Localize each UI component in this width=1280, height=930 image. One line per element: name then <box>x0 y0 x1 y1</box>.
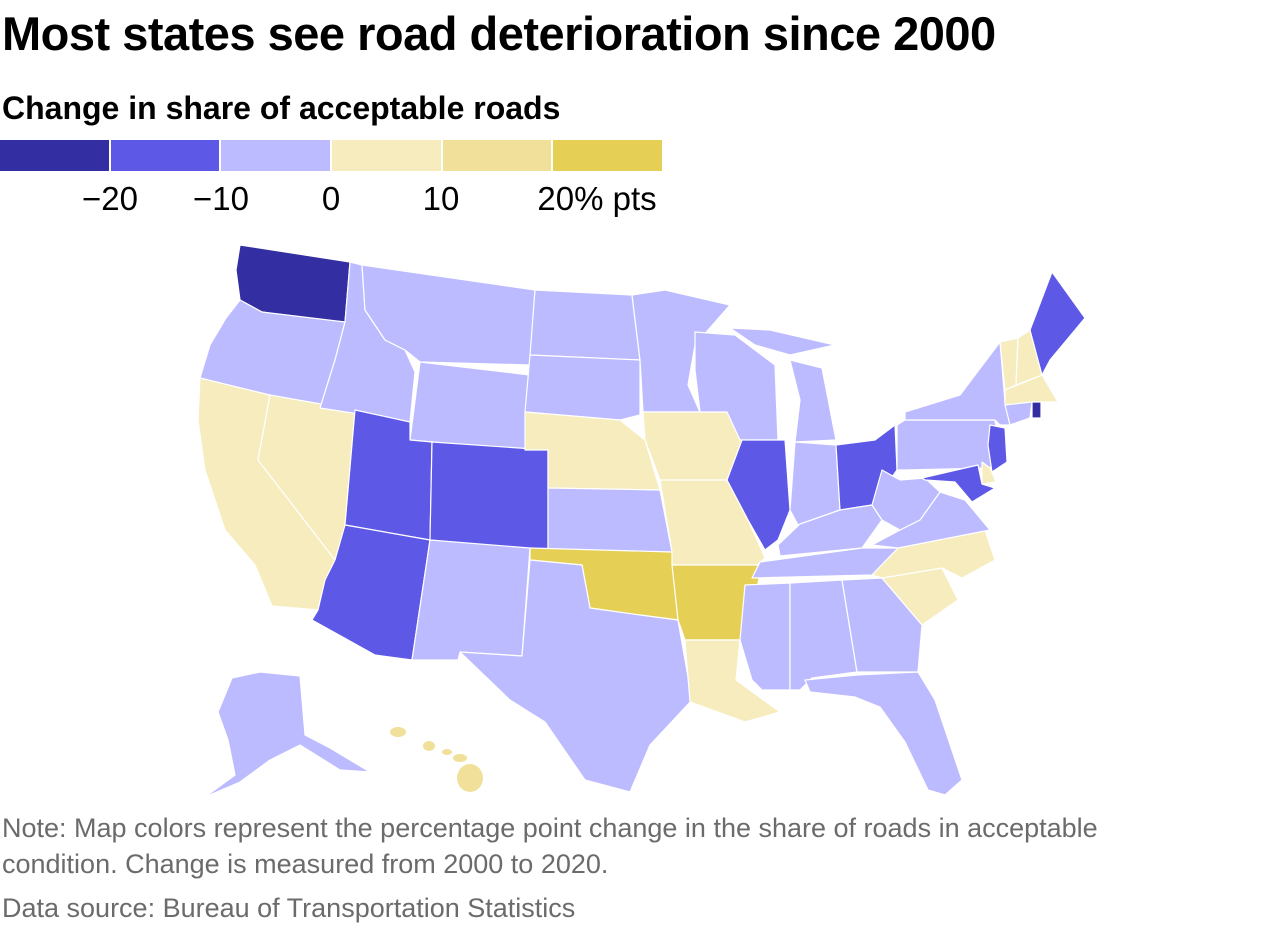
state-hi <box>442 749 452 755</box>
color-legend <box>0 140 663 173</box>
chart-title: Most states see road deterioration since… <box>2 7 996 60</box>
state-wv <box>871 469 941 531</box>
state-ak <box>204 671 371 798</box>
data-source: Data source: Bureau of Transportation St… <box>2 893 576 923</box>
state-pa <box>896 419 1001 471</box>
legend-title: Change in share of acceptable roads <box>2 90 561 126</box>
state-tx <box>459 559 693 793</box>
state-hi <box>457 764 483 792</box>
state-wy <box>409 361 531 451</box>
legend-bin <box>110 140 220 171</box>
legend-tick: 0 <box>321 180 341 217</box>
state-hi <box>423 741 435 751</box>
legend-bin <box>553 140 663 171</box>
state-nm <box>411 539 531 661</box>
state-hi <box>453 754 467 762</box>
state-nj <box>987 424 1008 473</box>
footnote: Note: Map colors represent the percentag… <box>2 813 1098 879</box>
legend-bin <box>332 140 441 171</box>
state-il <box>726 439 791 551</box>
state-sd <box>524 354 641 421</box>
legend-tick: −20 <box>82 180 138 217</box>
state-me <box>1029 271 1086 376</box>
legend-tick: −10 <box>193 180 249 217</box>
legend-bin <box>0 140 109 171</box>
state-de <box>981 461 997 485</box>
legend-tick: 20% pts <box>537 180 657 217</box>
state-mi <box>789 359 837 443</box>
legend-bin <box>442 140 552 171</box>
state-ia <box>642 411 743 481</box>
legend-bin <box>221 140 331 171</box>
state-mi <box>729 327 836 356</box>
legend-tick: 10 <box>422 180 460 217</box>
state-tn <box>751 547 899 579</box>
state-ri <box>1031 401 1042 419</box>
state-ms <box>739 582 791 691</box>
state-mn <box>631 289 731 413</box>
state-ny <box>904 341 1011 426</box>
state-ma <box>1004 374 1059 406</box>
state-co <box>429 441 549 553</box>
state-ks <box>547 487 673 553</box>
state-ct <box>1004 401 1033 426</box>
state-hi <box>390 727 406 737</box>
state-fl <box>804 671 963 796</box>
state-nd <box>529 289 641 361</box>
state-md <box>921 464 996 503</box>
